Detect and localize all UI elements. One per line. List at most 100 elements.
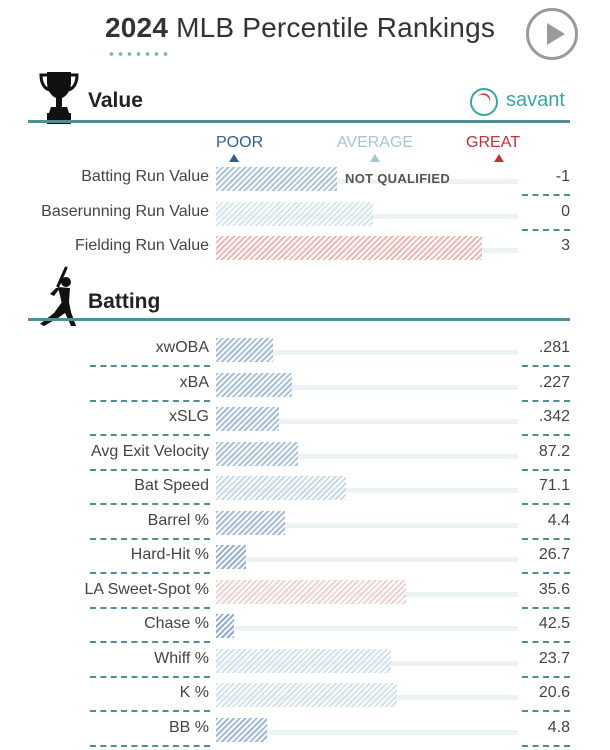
row-separator-left <box>90 537 210 540</box>
percentile-track <box>216 453 518 459</box>
section-title-value: Value <box>88 89 143 112</box>
metric-label: Avg Exit Velocity <box>91 442 209 460</box>
metric-value: 87.2 <box>538 442 570 460</box>
percentile-bar[interactable] <box>216 510 285 535</box>
percentile-bar[interactable] <box>216 579 406 604</box>
metric-label: K % <box>179 684 209 701</box>
metric-label: Chase % <box>144 615 209 632</box>
percentile-bar[interactable] <box>216 167 337 191</box>
title-underline-dots <box>107 50 171 58</box>
scale-poor-label: POOR <box>216 134 264 151</box>
percentile-bar[interactable] <box>216 648 391 673</box>
percentile-bar[interactable] <box>216 545 246 569</box>
header: 2024 MLB Percentile Rankings <box>0 0 610 70</box>
metric-label: Fielding Run Value <box>74 237 209 254</box>
metric-value: 26.7 <box>538 546 570 563</box>
metric-value: 3 <box>561 237 570 254</box>
metric-value: 4.4 <box>547 511 570 529</box>
scale-poor-marker <box>229 154 239 162</box>
baseball-icon <box>470 88 498 116</box>
metric-label: Whiff % <box>154 649 209 667</box>
section-divider-value <box>28 120 570 123</box>
metric-value: 23.7 <box>538 649 570 667</box>
percentile-bar[interactable] <box>216 476 346 500</box>
row-separator-right <box>522 606 570 609</box>
scale-great-label: GREAT <box>466 134 520 151</box>
percentile-track <box>216 488 518 493</box>
metric-label: Batting Run Value <box>81 168 209 185</box>
scale-average-label: AVERAGE <box>336 134 414 151</box>
metric-label: xwOBA <box>155 339 209 356</box>
metric-value: 71.1 <box>538 477 570 494</box>
row-separator-right <box>522 399 570 402</box>
title-year: 2024 <box>105 12 169 43</box>
percentile-bar[interactable] <box>216 201 373 226</box>
metric-value: 0 <box>561 202 570 220</box>
row-separator-left <box>90 710 210 712</box>
percentile-track <box>216 384 518 390</box>
percentile-track <box>216 522 518 528</box>
row-separator-right <box>522 572 570 574</box>
play-button[interactable] <box>526 8 578 60</box>
row-separator-right <box>522 194 570 196</box>
row-separator-right <box>522 228 570 231</box>
percentile-bar[interactable] <box>216 236 482 260</box>
savant-label: savant <box>506 89 565 111</box>
metric-label: xSLG <box>168 408 209 425</box>
metric-label: xBA <box>179 373 209 391</box>
row-separator-left <box>90 744 210 747</box>
percentile-bar[interactable] <box>216 614 234 638</box>
metric-label: Barrel % <box>147 511 209 529</box>
metric-value: -1 <box>555 168 570 185</box>
row-separator-left <box>90 572 210 574</box>
row-separator-left <box>90 606 210 609</box>
percentile-bar[interactable] <box>216 407 279 431</box>
title-text: MLB Percentile Rankings <box>176 12 496 43</box>
row-separator-left <box>90 434 210 436</box>
metric-label: Baserunning Run Value <box>41 202 209 220</box>
row-separator-right <box>522 503 570 505</box>
trophy-icon <box>38 70 80 126</box>
metric-label: BB % <box>168 718 209 736</box>
row-separator-left <box>90 503 210 505</box>
percentile-bar[interactable] <box>216 372 292 397</box>
percentile-track <box>216 419 518 424</box>
row-separator-right <box>522 468 570 471</box>
section-title-batting: Batting <box>88 290 161 313</box>
percentile-bar[interactable] <box>216 717 267 742</box>
percentile-track <box>216 729 518 735</box>
row-separator-right <box>522 710 570 712</box>
metric-value: 4.8 <box>547 718 570 736</box>
section-divider-batting <box>28 318 570 321</box>
metric-value: .342 <box>538 408 570 425</box>
row-separator-left <box>90 675 210 678</box>
row-separator-left <box>90 468 210 471</box>
row-separator-right <box>522 434 570 436</box>
metric-label: Bat Speed <box>134 477 209 494</box>
percentile-track <box>216 179 518 184</box>
metric-value: 35.6 <box>538 580 570 598</box>
row-separator-left <box>90 399 210 402</box>
percentile-bar[interactable] <box>216 683 397 707</box>
scale-average-marker <box>370 154 380 162</box>
metric-value: 42.5 <box>538 615 570 632</box>
percentile-track <box>216 626 518 631</box>
metric-value: .227 <box>538 373 570 391</box>
row-separator-right <box>522 675 570 678</box>
percentile-track <box>216 350 518 355</box>
metric-value: .281 <box>538 339 570 356</box>
row-separator-left <box>90 365 210 367</box>
row-separator-left <box>90 641 210 643</box>
row-separator-right <box>522 641 570 643</box>
metric-value: 20.6 <box>538 684 570 701</box>
scale-great-marker <box>494 154 504 162</box>
metric-label: Hard-Hit % <box>130 546 209 563</box>
page-title: 2024 MLB Percentile Rankings <box>105 12 495 44</box>
percentile-track <box>216 557 518 562</box>
percentile-bar[interactable] <box>216 338 273 362</box>
percentile-bar[interactable] <box>216 441 298 466</box>
row-separator-right <box>522 537 570 540</box>
row-separator-right <box>522 744 570 747</box>
metric-label: LA Sweet-Spot % <box>84 580 209 598</box>
not-qualified-label: NOT QUALIFIED <box>345 171 451 186</box>
